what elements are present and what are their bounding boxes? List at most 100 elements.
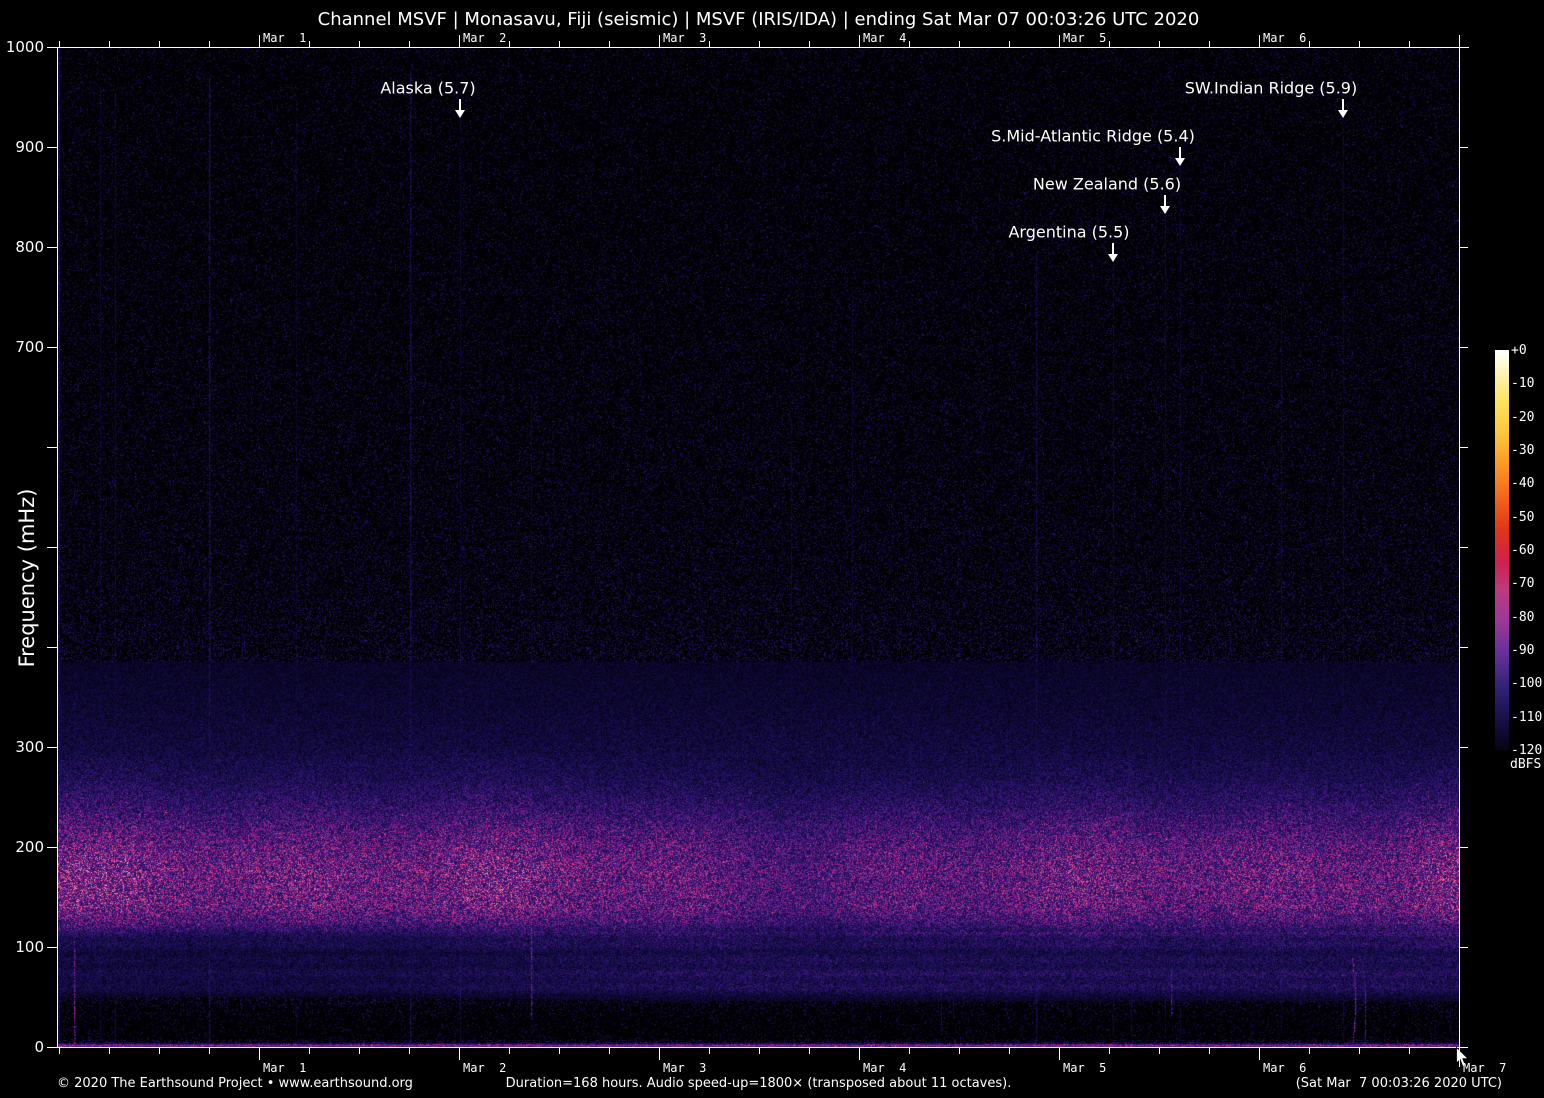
x-major-tick <box>1059 35 1060 47</box>
x-major-tick <box>859 35 860 47</box>
footer-copyright: © 2020 The Earthsound Project • www.eart… <box>57 1076 413 1091</box>
event-arrow-head <box>1160 206 1170 214</box>
y-tick-label: 800 <box>15 238 44 256</box>
x-minor-tick <box>559 41 560 47</box>
x-major-tick <box>459 35 460 47</box>
x-minor-tick <box>1409 1048 1410 1054</box>
y-tick-label: 700 <box>15 338 44 356</box>
x-minor-tick <box>909 41 910 47</box>
x-minor-tick <box>1409 41 1410 47</box>
x-minor-tick <box>1109 1048 1110 1054</box>
y-tick-right <box>1460 47 1468 48</box>
y-tick-label: 900 <box>15 138 44 156</box>
x-minor-tick <box>709 1048 710 1054</box>
x-minor-tick <box>1159 41 1160 47</box>
event-arrow-stem <box>1342 99 1344 110</box>
y-tick-right <box>1460 1047 1468 1048</box>
x-major-tick <box>259 35 260 47</box>
event-arrow-stem <box>459 99 461 110</box>
x-minor-tick <box>809 41 810 47</box>
colorbar-tick-label: +0 <box>1511 343 1527 358</box>
y-tick <box>47 947 57 948</box>
x-major-tick <box>259 1048 260 1060</box>
colorbar-gradient <box>1495 350 1509 750</box>
y-tick <box>47 47 57 48</box>
colorbar-unit-label: dBFS <box>1510 757 1542 772</box>
x-minor-tick <box>1159 1048 1160 1054</box>
event-arrow-stem <box>1112 243 1114 254</box>
event-annotation-label: SW.Indian Ridge (5.9) <box>1184 78 1358 98</box>
y-tick <box>47 447 57 448</box>
x-major-tick <box>659 35 660 47</box>
y-tick-right <box>1460 347 1468 348</box>
x-minor-tick <box>909 1048 910 1054</box>
colorbar-tick-label: -40 <box>1511 476 1535 492</box>
x-minor-tick <box>409 41 410 47</box>
x-minor-tick <box>109 1048 110 1054</box>
x-tick-label-top: Mar 5 <box>1063 31 1107 45</box>
event-arrow-stem <box>1164 195 1166 206</box>
x-tick-label-top: Mar 3 <box>663 31 707 45</box>
x-minor-tick <box>1359 1048 1360 1054</box>
event-arrow-head <box>1108 254 1118 262</box>
footer-duration: Duration=168 hours. Audio speed-up=1800×… <box>505 1076 1012 1091</box>
y-tick-right <box>1460 147 1468 148</box>
y-tick-label: 100 <box>15 938 44 956</box>
y-tick <box>47 747 57 748</box>
x-major-tick <box>1459 1048 1460 1067</box>
x-tick-label-bottom: Mar 3 <box>663 1061 707 1075</box>
x-major-tick <box>1259 35 1260 47</box>
x-major-tick <box>459 1048 460 1060</box>
x-minor-tick <box>209 41 210 47</box>
x-major-tick <box>659 1048 660 1060</box>
x-minor-tick <box>1359 41 1360 47</box>
event-annotation-label: S.Mid-Atlantic Ridge (5.4) <box>991 126 1195 146</box>
event-arrow-head <box>1175 158 1185 166</box>
colorbar-tick-label: -90 <box>1511 643 1535 658</box>
spectrogram-canvas <box>58 48 1459 1047</box>
y-tick-right <box>1460 847 1468 848</box>
x-tick-label-bottom: Mar 7 <box>1463 1061 1507 1075</box>
x-tick-label-bottom: Mar 6 <box>1263 1061 1307 1075</box>
x-minor-tick <box>309 41 310 47</box>
x-major-tick <box>859 1048 860 1060</box>
colorbar-tick-label: -20 <box>1511 409 1535 425</box>
colorbar-tick-label: -60 <box>1511 543 1535 558</box>
x-tick-label-bottom: Mar 2 <box>463 1061 507 1075</box>
x-minor-tick <box>609 1048 610 1054</box>
x-minor-tick <box>759 41 760 47</box>
x-minor-tick <box>359 41 360 47</box>
y-tick <box>47 547 57 548</box>
colorbar-tick-label: -80 <box>1511 609 1535 625</box>
x-minor-tick <box>159 41 160 47</box>
x-major-tick <box>1259 1048 1260 1060</box>
x-minor-tick <box>1009 1048 1010 1054</box>
event-annotation-label: New Zealand (5.6) <box>1032 174 1182 194</box>
event-annotation-label: Alaska (5.7) <box>380 78 476 98</box>
x-tick-label-top: Mar 4 <box>863 31 907 45</box>
x-tick-label-top: Mar 1 <box>263 31 307 45</box>
x-minor-tick <box>59 1048 60 1054</box>
y-tick-label: 0 <box>34 1038 44 1056</box>
y-tick <box>47 1047 57 1048</box>
y-tick-right <box>1460 547 1468 548</box>
y-tick <box>47 247 57 248</box>
x-minor-tick <box>1109 41 1110 47</box>
colorbar-tick-label: -100 <box>1511 676 1543 692</box>
event-arrow-stem <box>1179 147 1181 158</box>
colorbar-tick-label: -120 <box>1511 743 1543 758</box>
x-minor-tick <box>109 41 110 47</box>
x-minor-tick <box>959 41 960 47</box>
x-major-tick <box>1459 35 1460 47</box>
footer-timestamp: (Sat Mar 7 00:03:26 2020 UTC) <box>1295 1076 1502 1091</box>
x-minor-tick <box>959 1048 960 1054</box>
y-tick-right <box>1460 947 1468 948</box>
y-tick-label: 200 <box>15 838 44 856</box>
x-minor-tick <box>159 1048 160 1054</box>
x-minor-tick <box>759 1048 760 1054</box>
x-minor-tick <box>1309 41 1310 47</box>
y-tick-right <box>1460 247 1468 248</box>
y-tick <box>47 847 57 848</box>
x-minor-tick <box>1009 41 1010 47</box>
